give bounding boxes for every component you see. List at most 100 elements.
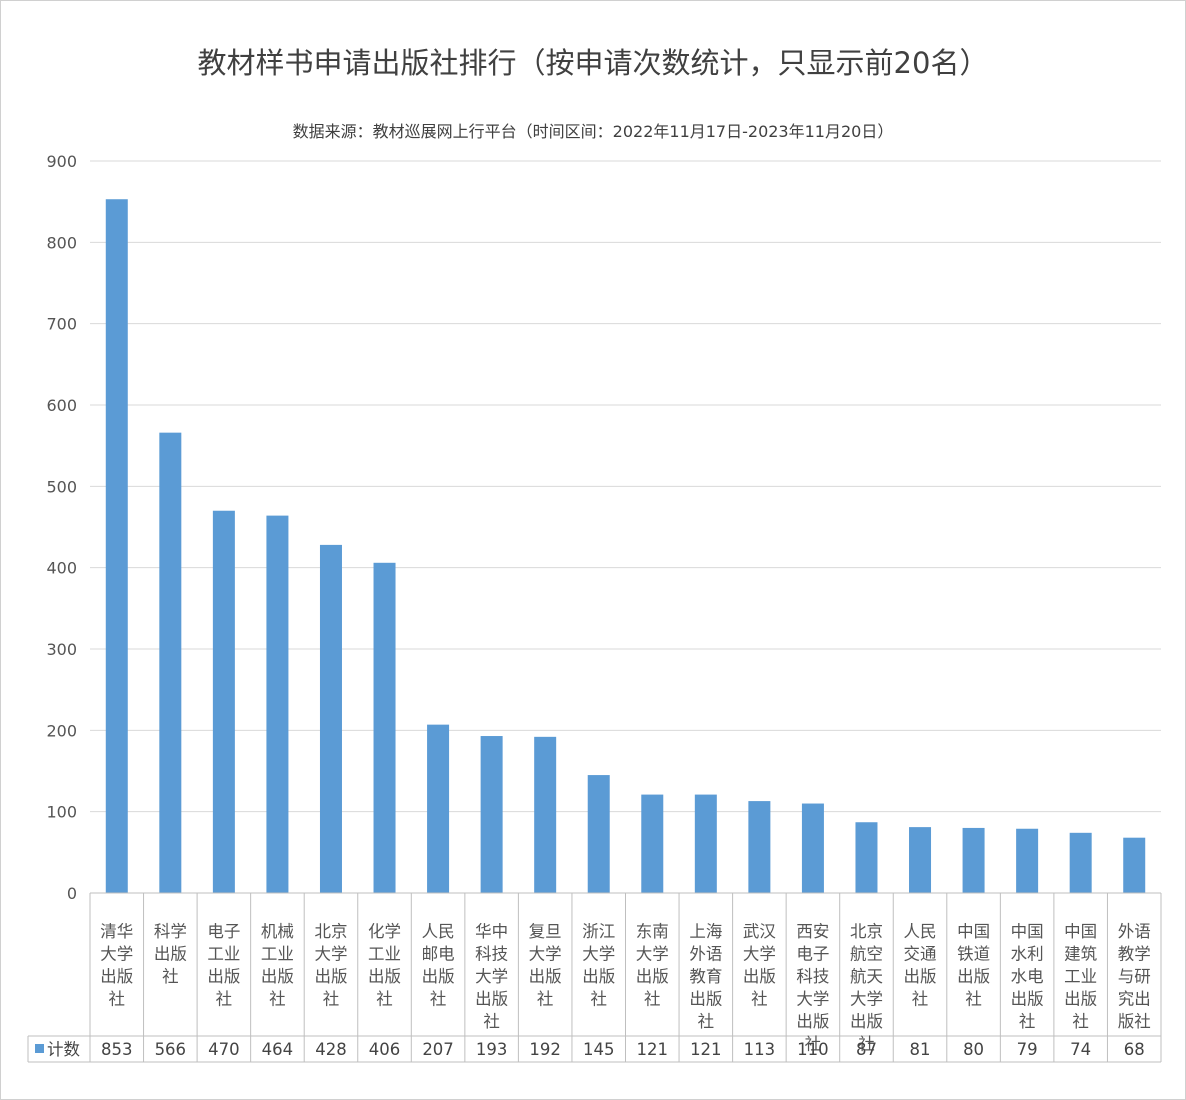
category-label: 出版 [1064,990,1097,1009]
data-table-value: 192 [529,1040,561,1059]
category-label: 交通 [904,945,937,964]
category-label: 建筑 [1064,945,1098,964]
data-table-value: 80 [963,1040,984,1059]
y-tick-label: 100 [46,803,77,822]
y-tick-label: 300 [46,640,77,659]
y-tick-label: 600 [46,396,77,415]
bar [1016,828,1039,893]
y-tick-label: 900 [46,152,77,171]
category-label: 出版 [636,967,669,986]
category-label: 电子 [207,922,240,941]
category-label: 北京 [850,922,883,941]
data-table-value: 145 [583,1040,615,1059]
data-table-value: 74 [1070,1040,1091,1059]
bar [909,827,932,893]
category-label: 出版 [100,967,133,986]
bar [962,827,985,893]
category-label: 外语 [1118,922,1151,941]
category-label: 上海 [689,922,722,941]
bar [641,794,664,893]
category-label: 教学 [1118,945,1151,964]
y-tick-label: 200 [46,721,77,740]
category-label: 大学 [529,945,562,964]
category-label: 中国 [1064,922,1097,941]
category-label: 社 [1072,1012,1089,1031]
category-label: 社 [751,990,768,1009]
category-label: 社 [537,990,554,1009]
category-label: 科学 [154,922,187,941]
category-label: 大学 [314,945,347,964]
y-tick-label: 700 [46,315,77,334]
category-label: 社 [216,990,233,1009]
category-label: 究出 [1118,990,1151,1009]
category-label: 浙江 [582,922,615,941]
category-label: 水利 [1011,945,1044,964]
category-label: 社 [483,1012,500,1031]
category-label: 社 [644,990,661,1009]
category-label: 出版 [743,967,776,986]
category-label: 中国 [957,922,990,941]
category-label: 工业 [261,945,294,964]
data-table-value: 464 [262,1040,294,1059]
category-label: 人民 [904,922,937,941]
category-label: 出版 [904,967,937,986]
category-label: 社 [430,990,447,1009]
category-label: 大学 [100,945,133,964]
category-label: 工业 [1064,967,1097,986]
category-label: 出版 [582,967,615,986]
category-label: 教育 [689,967,722,986]
category-label: 出版 [422,967,455,986]
data-table-value: 470 [208,1040,240,1059]
category-label: 电子 [796,945,829,964]
category-label: 社 [965,990,982,1009]
data-table-value: 566 [155,1040,187,1059]
category-label: 机械 [261,922,294,941]
category-label: 与研 [1118,967,1151,986]
legend-swatch [35,1044,44,1053]
y-tick-label: 0 [67,884,77,903]
category-label: 大学 [796,990,829,1009]
category-label: 科技 [796,967,829,986]
category-label: 出版 [957,967,990,986]
category-label: 版社 [1118,1012,1151,1031]
chart-title: 教材样书申请出版社排行（按申请次数统计，只显示前20名） [197,46,989,80]
category-label: 水电 [1011,967,1044,986]
data-table-value: 193 [476,1040,508,1059]
bar [1123,837,1146,893]
bar [212,510,235,893]
data-table-value: 853 [101,1040,133,1059]
bar [534,736,557,893]
bar [105,199,128,893]
category-label: 社 [858,1035,875,1054]
data-table-value: 428 [315,1040,347,1059]
category-label: 清华 [100,922,133,941]
category-label: 社 [162,967,179,986]
category-label: 铁道 [957,945,990,964]
category-label: 东南 [636,922,669,941]
category-label: 出版 [1011,990,1044,1009]
category-label: 大学 [582,945,615,964]
data-table-value: 87 [856,1040,877,1059]
bar [159,432,182,893]
y-tick-label: 800 [46,233,77,252]
category-label: 出版 [261,967,294,986]
legend-series-name: 计数 [47,1040,81,1059]
category-label: 社 [805,1035,822,1054]
category-label: 北京 [314,922,347,941]
category-label: 化学 [368,922,401,941]
bar [801,803,824,893]
category-label: 出版 [154,945,187,964]
category-label: 出版 [475,990,508,1009]
data-table-value: 121 [637,1040,669,1059]
bar [319,544,342,893]
category-label: 出版 [850,1012,883,1031]
category-label: 出版 [529,967,562,986]
category-label: 大学 [475,967,508,986]
category-label: 邮电 [422,945,455,964]
category-label: 大学 [743,945,776,964]
bar [427,724,450,893]
category-label: 西安 [796,922,829,941]
category-label: 出版 [314,967,347,986]
bar [855,822,878,893]
